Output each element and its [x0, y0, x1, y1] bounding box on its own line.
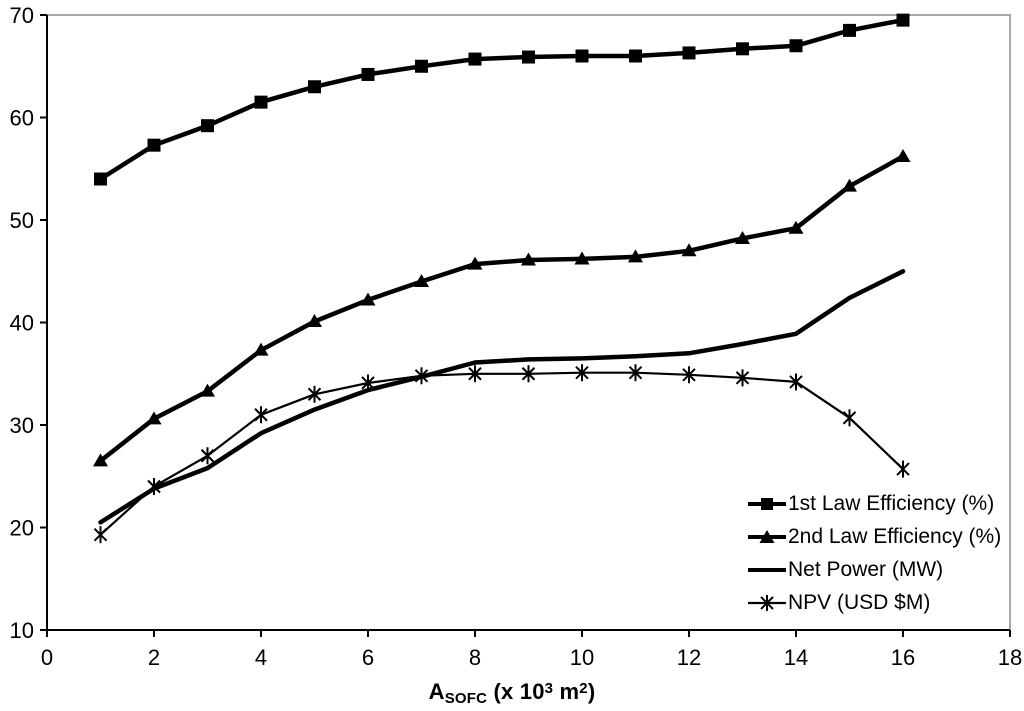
chart-legend: 1st Law Efficiency (%) 2nd Law Efficienc…: [748, 487, 1001, 619]
series-line-net-power: [98, 269, 906, 525]
x-axis-title-sup2: 2: [579, 680, 588, 697]
y-tick-label: 40: [10, 311, 34, 336]
x-axis-title-mid1: (x 10: [487, 679, 545, 704]
y-tick-label: 10: [10, 618, 34, 643]
legend-entry-second-law: 2nd Law Efficiency (%): [748, 520, 1001, 553]
series-line-npv: [99, 371, 905, 536]
y-tick-label: 20: [10, 516, 34, 541]
x-tick-label: 12: [677, 645, 701, 670]
x-axis-title: ASOFC (x 103 m2): [0, 679, 1024, 707]
x-tick-label: 0: [41, 645, 53, 670]
x-tick-label: 2: [148, 645, 160, 670]
legend-entry-net-power: Net Power (MW): [748, 553, 1001, 586]
legend-label-npv: NPV (USD $M): [788, 590, 931, 614]
legend-label-second-law: 2nd Law Efficiency (%): [788, 524, 1002, 548]
series-first-law-efficiency: [94, 13, 910, 186]
x-axis-title-end: ): [587, 679, 596, 704]
legend-entry-npv: NPV (USD $M): [748, 586, 1001, 619]
y-tick-label: 60: [10, 106, 34, 131]
series-line-second-law-efficiency: [98, 154, 906, 464]
series-line-first-law-efficiency: [98, 17, 906, 182]
y-tick-label: 70: [10, 3, 34, 28]
x-tick-label: 16: [891, 645, 915, 670]
y-tick-label: 30: [10, 413, 34, 438]
triangle-marker-icon: [748, 529, 786, 543]
series-npv: [93, 364, 910, 544]
x-axis-title-sup1: 3: [544, 680, 554, 697]
plot-area: [46, 14, 1011, 631]
legend-label-first-law: 1st Law Efficiency (%): [788, 491, 995, 515]
square-marker-icon: [748, 497, 786, 510]
x-tick-label: 10: [570, 645, 594, 670]
x-axis-title-subscript: SOFC: [444, 690, 488, 707]
x-axis-title-main: A: [428, 679, 445, 704]
y-tick-label: 50: [10, 208, 34, 233]
x-tick-label: 4: [255, 645, 267, 670]
legend-label-net-power: Net Power (MW): [788, 557, 944, 581]
x-tick-label: 18: [998, 645, 1022, 670]
x-tick-label: 8: [469, 645, 481, 670]
x-tick-label: 6: [362, 645, 374, 670]
x-tick-label: 14: [784, 645, 808, 670]
series-net-power: [98, 269, 906, 525]
line-marker-icon: [748, 567, 786, 572]
asterisk-marker-icon: [748, 594, 786, 611]
series-second-law-efficiency: [93, 148, 911, 467]
legend-entry-first-law: 1st Law Efficiency (%): [748, 487, 1001, 520]
x-axis-title-mid2: m: [553, 679, 580, 704]
